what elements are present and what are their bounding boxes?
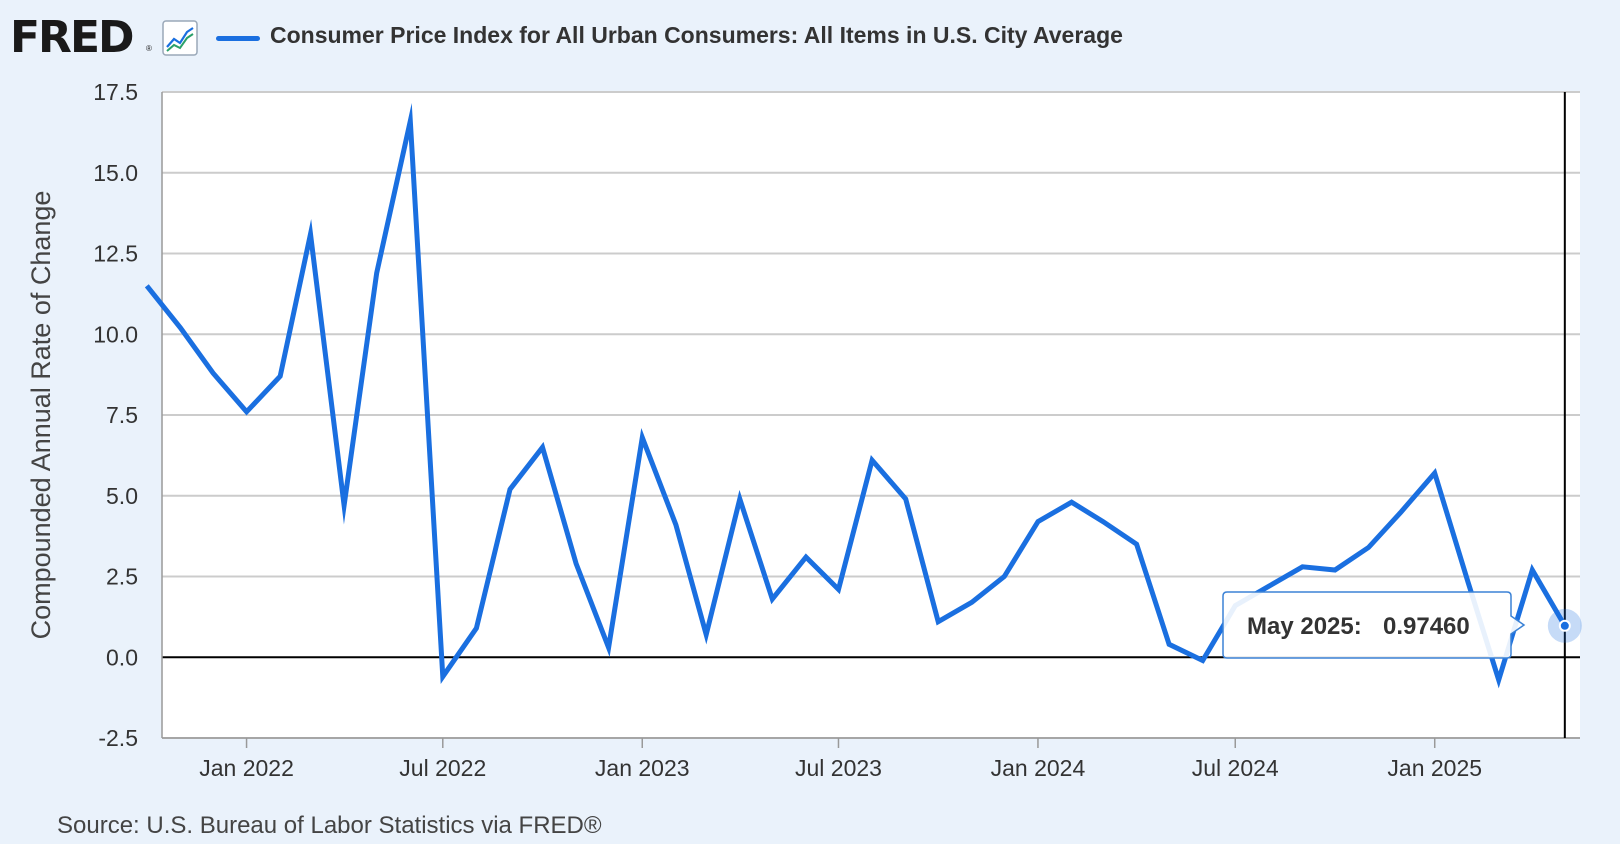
- data-point[interactable]: [570, 558, 582, 570]
- data-point[interactable]: [1066, 496, 1078, 508]
- data-point[interactable]: [470, 622, 482, 634]
- y-axis-ticks: -2.5 0.0 2.5 5.0 7.5 10.0 12.5 15.0 17.5: [93, 79, 138, 751]
- x-tick-label: Jan 2022: [199, 755, 294, 781]
- data-point[interactable]: [900, 493, 912, 505]
- data-point[interactable]: [207, 367, 219, 379]
- data-point[interactable]: [141, 280, 153, 292]
- data-point[interactable]: [1363, 541, 1375, 553]
- data-point[interactable]: [274, 370, 286, 382]
- data-point[interactable]: [734, 493, 746, 505]
- data-point[interactable]: [404, 115, 416, 127]
- y-tick-label: 7.5: [106, 402, 138, 428]
- x-tick-label: Jul 2022: [399, 755, 486, 781]
- y-tick-label: 0.0: [106, 644, 138, 670]
- y-tick-label: 12.5: [93, 241, 138, 267]
- chart-title: Consumer Price Index for All Urban Consu…: [270, 22, 1123, 48]
- tooltip-value: 0.97460: [1383, 613, 1470, 640]
- data-point[interactable]: [766, 593, 778, 605]
- data-point[interactable]: [1032, 516, 1044, 528]
- data-point[interactable]: [833, 583, 845, 595]
- data-point[interactable]: [504, 483, 516, 495]
- y-tick-label: 5.0: [106, 483, 138, 509]
- data-point[interactable]: [1097, 516, 1109, 528]
- data-point[interactable]: [800, 551, 812, 563]
- x-tick-label: Jan 2024: [991, 755, 1086, 781]
- data-point[interactable]: [371, 267, 383, 279]
- data-point[interactable]: [1493, 674, 1505, 686]
- data-point[interactable]: [1297, 561, 1309, 573]
- data-point[interactable]: [1131, 538, 1143, 550]
- x-tick-label: Jan 2025: [1387, 755, 1482, 781]
- grid-lines: [161, 91, 1580, 739]
- series-layer: [141, 103, 1567, 689]
- data-point[interactable]: [305, 228, 317, 240]
- data-point[interactable]: [1329, 564, 1341, 576]
- y-axis-label: Compounded Annual Rate of Change: [26, 191, 56, 640]
- data-point[interactable]: [1263, 580, 1275, 592]
- tooltip-box: [1222, 591, 1526, 659]
- tooltip: May 2025: 0.97460: [1222, 591, 1526, 659]
- data-point[interactable]: [966, 596, 978, 608]
- y-tick-label: 10.0: [93, 321, 138, 347]
- registered-mark: ®: [146, 44, 152, 53]
- data-point[interactable]: [174, 322, 186, 334]
- data-point[interactable]: [1197, 655, 1209, 667]
- x-tick-label: Jan 2023: [595, 755, 690, 781]
- y-tick-label: -2.5: [98, 725, 138, 751]
- data-point[interactable]: [603, 642, 615, 654]
- data-point[interactable]: [1429, 467, 1441, 479]
- data-point[interactable]: [866, 454, 878, 466]
- data-point[interactable]: [1395, 506, 1407, 518]
- data-point[interactable]: [1526, 564, 1538, 576]
- fred-logo[interactable]: FRED: [10, 12, 135, 63]
- data-point[interactable]: [932, 616, 944, 628]
- data-point[interactable]: [636, 432, 648, 444]
- data-point[interactable]: [1163, 638, 1175, 650]
- data-point[interactable]: [437, 671, 449, 683]
- data-point[interactable]: [241, 406, 253, 418]
- series-line: [144, 103, 1567, 689]
- chart-header: FRED ® Consumer Price Index for All Urba…: [0, 0, 1620, 72]
- legend-swatch: [216, 36, 260, 41]
- data-point[interactable]: [700, 629, 712, 641]
- hover-marker[interactable]: [1558, 619, 1571, 632]
- tooltip-label: May 2025:: [1247, 613, 1362, 640]
- x-tick-label: Jul 2023: [795, 755, 882, 781]
- x-axis-ticks: Jan 2022 Jul 2022 Jan 2023 Jul 2023 Jan 2024…: [199, 738, 1482, 781]
- source-note: Source: U.S. Bureau of Labor Statistics …: [57, 812, 602, 839]
- line-graph-icon: [162, 20, 198, 56]
- data-point[interactable]: [1462, 577, 1474, 589]
- data-point[interactable]: [338, 499, 350, 511]
- data-point[interactable]: [537, 441, 549, 453]
- y-tick-label: 2.5: [106, 564, 138, 590]
- y-tick-label: 15.0: [93, 160, 138, 186]
- y-tick-label: 17.5: [93, 79, 138, 105]
- x-tick-label: Jul 2024: [1192, 755, 1279, 781]
- data-point[interactable]: [670, 519, 682, 531]
- data-point[interactable]: [998, 571, 1010, 583]
